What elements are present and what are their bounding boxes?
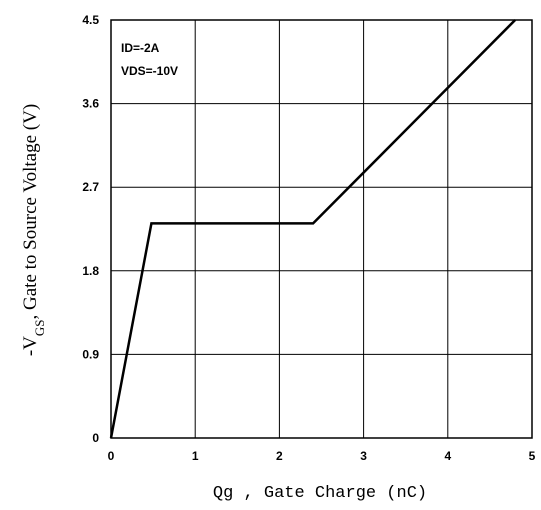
x-tick-label: 5 [529,449,536,463]
y-tick-label: 4.5 [82,13,99,27]
y-axis-label: -VGS, Gate to Source Voltage (V) [20,104,47,356]
y-tick-label: 0.9 [82,347,99,361]
y-axis-label-prefix: -V [20,336,41,356]
y-tick-label: 1.8 [82,264,99,278]
y-tick-label: 2.7 [82,180,99,194]
x-tick-label: 0 [108,449,115,463]
x-axis-label: Qg , Gate Charge (nC) [213,484,427,503]
y-tick-label: 3.6 [82,97,99,111]
grid-lines [111,20,532,438]
vgs-curve [109,19,517,439]
x-tick-label: 1 [192,449,199,463]
x-tick-label: 3 [360,449,367,463]
x-tick-label: 2 [276,449,283,463]
x-tick-labels: 0 1 2 3 4 5 [108,449,536,463]
y-axis-label-suffix: , Gate to Source Voltage (V) [20,104,41,320]
y-axis-label-subscript: GS [32,319,47,336]
plot-frame [110,19,533,439]
y-tick-label: 0 [92,431,99,445]
y-tick-labels: 0 0.9 1.8 2.7 3.6 4.5 [82,13,99,445]
annotation-id: ID=-2A [121,41,160,55]
x-tick-label: 4 [444,449,451,463]
annotation-vds: VDS=-10V [121,64,178,78]
